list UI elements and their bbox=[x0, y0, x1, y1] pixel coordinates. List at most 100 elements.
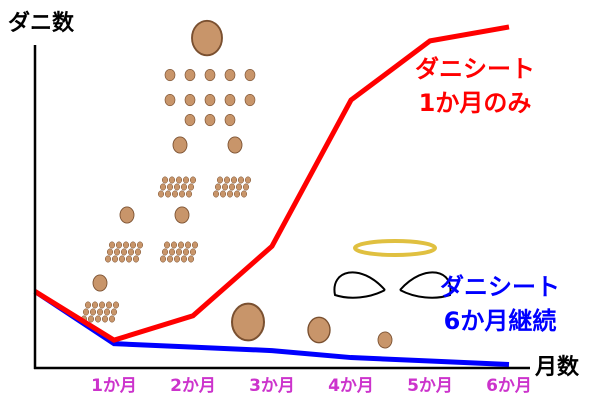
mite bbox=[175, 248, 183, 256]
mite bbox=[89, 308, 97, 316]
mite bbox=[111, 255, 119, 263]
mite bbox=[174, 206, 190, 224]
mite bbox=[134, 248, 142, 256]
mite bbox=[185, 190, 193, 198]
mite bbox=[161, 176, 169, 184]
mite bbox=[163, 241, 171, 249]
mite bbox=[159, 183, 167, 191]
mite bbox=[98, 301, 106, 309]
mite bbox=[106, 248, 114, 256]
mite bbox=[172, 136, 188, 154]
mite bbox=[164, 93, 176, 107]
mite bbox=[178, 190, 186, 198]
mite bbox=[96, 308, 104, 316]
mite bbox=[191, 19, 223, 57]
mite bbox=[118, 255, 126, 263]
mite bbox=[187, 255, 195, 263]
mite bbox=[157, 190, 165, 198]
mite bbox=[103, 308, 111, 316]
mite bbox=[184, 93, 196, 107]
mite bbox=[94, 315, 102, 323]
mite bbox=[244, 176, 252, 184]
mite bbox=[227, 136, 243, 154]
mite bbox=[219, 190, 227, 198]
x-tick-label: 4か月 bbox=[328, 376, 374, 396]
mite bbox=[168, 176, 176, 184]
x-tick-label: 2か月 bbox=[170, 376, 216, 396]
mite bbox=[127, 248, 135, 256]
mite bbox=[82, 308, 90, 316]
mite bbox=[115, 241, 123, 249]
mite bbox=[240, 190, 248, 198]
mite bbox=[228, 183, 236, 191]
mite bbox=[224, 68, 236, 82]
x-tick-label: 3か月 bbox=[249, 376, 295, 396]
mite bbox=[87, 315, 95, 323]
series-line bbox=[33, 24, 510, 343]
x-axis-title: 月数 bbox=[534, 354, 580, 380]
mite bbox=[233, 190, 241, 198]
mite bbox=[84, 301, 92, 309]
mite bbox=[244, 68, 256, 82]
mite bbox=[112, 301, 120, 309]
mite bbox=[184, 68, 196, 82]
mite bbox=[173, 183, 181, 191]
mite bbox=[101, 315, 109, 323]
mite bbox=[125, 255, 133, 263]
mite bbox=[223, 176, 231, 184]
mite bbox=[113, 248, 121, 256]
x-tick-label: 5か月 bbox=[407, 376, 453, 396]
series-label: ダニシート 1か月のみ bbox=[415, 55, 535, 117]
y-axis-title: ダニ数 bbox=[8, 10, 75, 36]
mite bbox=[224, 113, 236, 127]
mite bbox=[214, 183, 222, 191]
mite bbox=[92, 274, 108, 292]
wing bbox=[333, 271, 386, 299]
mite bbox=[204, 93, 216, 107]
mite bbox=[104, 255, 112, 263]
mite bbox=[235, 183, 243, 191]
mite bbox=[182, 176, 190, 184]
mite bbox=[171, 190, 179, 198]
mite bbox=[105, 301, 113, 309]
mite bbox=[189, 176, 197, 184]
mite bbox=[168, 248, 176, 256]
mite bbox=[166, 255, 174, 263]
mite bbox=[307, 316, 331, 344]
mite bbox=[191, 241, 199, 249]
mite bbox=[242, 183, 250, 191]
mite bbox=[177, 241, 185, 249]
mite bbox=[221, 183, 229, 191]
mite bbox=[175, 176, 183, 184]
x-tick-label: 1か月 bbox=[91, 376, 137, 396]
mite bbox=[108, 241, 116, 249]
x-tick-label: 6か月 bbox=[486, 376, 532, 396]
halo bbox=[353, 239, 437, 257]
mite bbox=[173, 255, 181, 263]
mite bbox=[212, 190, 220, 198]
mite bbox=[91, 301, 99, 309]
mite bbox=[166, 183, 174, 191]
mite bbox=[244, 93, 256, 107]
mite bbox=[187, 183, 195, 191]
mite bbox=[122, 241, 130, 249]
mite bbox=[129, 241, 137, 249]
mite bbox=[226, 190, 234, 198]
mite bbox=[216, 176, 224, 184]
mite bbox=[136, 241, 144, 249]
mite bbox=[204, 68, 216, 82]
mite bbox=[224, 93, 236, 107]
mite bbox=[110, 308, 118, 316]
mite bbox=[180, 183, 188, 191]
mite bbox=[184, 113, 196, 127]
wing bbox=[399, 271, 452, 299]
mite bbox=[159, 255, 167, 263]
mite bbox=[161, 248, 169, 256]
mite bbox=[108, 315, 116, 323]
mite bbox=[189, 248, 197, 256]
series-label: ダニシート 6か月継続 bbox=[440, 273, 560, 335]
mite bbox=[120, 248, 128, 256]
mite bbox=[180, 255, 188, 263]
